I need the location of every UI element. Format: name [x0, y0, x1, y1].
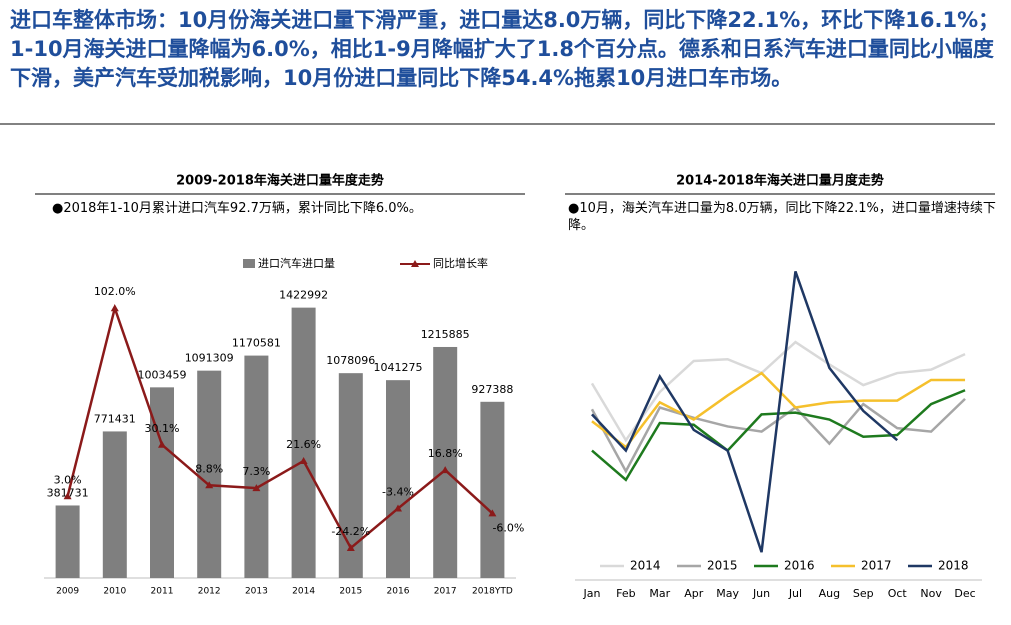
bar-value-label: 927388: [471, 383, 513, 396]
x-tick-label: May: [716, 587, 739, 600]
headline: 进口车整体市场：10月份海关进口量下滑严重，进口量达8.0万辆，同比下降22.1…: [10, 8, 1000, 90]
line-marker: [346, 543, 355, 551]
line-marker: [205, 481, 214, 489]
line-value-label: -6.0%: [492, 521, 524, 534]
bar: [197, 370, 222, 578]
x-tick-label: Jan: [582, 587, 600, 600]
line-series: [590, 340, 966, 443]
bar-value-label: 1215885: [421, 328, 470, 341]
x-tick-label: 2012: [198, 587, 221, 597]
line-value-label: 21.6%: [286, 438, 321, 451]
bar-value-label: 1003459: [138, 368, 187, 381]
line-value-label: 102.0%: [94, 285, 136, 298]
line-value-label: 8.8%: [195, 462, 223, 475]
x-tick-label: Aug: [819, 587, 840, 600]
line-marker: [110, 304, 119, 312]
chart-note: ●10月，海关汽车进口量为8.0万辆，同比下降22.1%，进口量增速持续下降。: [568, 201, 996, 233]
chart-title: 2014-2018年海关进口量月度走势: [676, 173, 884, 189]
bar-value-label: 771431: [94, 412, 136, 425]
bar: [433, 346, 458, 578]
line-value-label: 7.3%: [242, 465, 270, 478]
bar: [55, 505, 80, 578]
line-marker: [158, 440, 166, 448]
x-tick-label: Nov: [920, 587, 942, 600]
bar: [102, 431, 127, 578]
line-series: [591, 371, 966, 449]
legend-label: 进口汽车进口量: [258, 256, 335, 270]
bar: [291, 307, 316, 578]
line-marker: [299, 456, 308, 464]
x-tick-label: 2013: [245, 587, 268, 597]
bar-value-label: 1422992: [279, 289, 328, 302]
chart-title: 2009-2018年海关进口量年度走势: [176, 173, 384, 189]
bar: [338, 373, 363, 578]
line-marker: [394, 504, 402, 512]
legend-label: 2014: [630, 559, 661, 573]
bar: [244, 355, 269, 578]
line-value-label: 3.0%: [54, 473, 82, 486]
legend-label: 2016: [784, 559, 815, 573]
x-tick-label: 2014: [292, 587, 315, 597]
chart-note: ●2018年1-10月累计进口汽车92.7万辆，累计同比下降6.0%。: [52, 201, 422, 216]
x-tick-label: 2018YTD: [472, 587, 513, 597]
line-value-label: -24.2%: [331, 525, 370, 538]
legend-label: 2018: [938, 559, 969, 573]
line-value-label: 30.1%: [145, 422, 180, 435]
bar-value-label: 1170581: [232, 337, 281, 350]
legend-label: 2017: [861, 559, 892, 573]
x-tick-label: Jul: [788, 587, 802, 600]
x-tick-label: Oct: [888, 587, 908, 600]
line-value-label: -3.4%: [382, 485, 414, 498]
bar: [150, 387, 174, 578]
x-tick-label: 2010: [103, 587, 126, 597]
line-marker: [488, 509, 497, 517]
line-marker: [252, 484, 261, 492]
line-series: [591, 271, 899, 553]
x-tick-label: Dec: [954, 587, 975, 600]
bar-value-label: 1078096: [326, 354, 375, 367]
x-tick-label: Sep: [853, 587, 874, 600]
legend-label: 同比增长率: [433, 256, 488, 270]
line-value-label: 16.8%: [428, 447, 463, 460]
x-tick-label: 2009: [56, 587, 79, 597]
bar-value-label: 1091309: [185, 352, 234, 365]
line-marker: [441, 466, 450, 474]
bar: [386, 380, 410, 578]
x-tick-label: Mar: [649, 587, 670, 600]
legend-swatch: [243, 259, 255, 268]
legend-marker: [411, 260, 419, 267]
x-tick-label: Jun: [752, 587, 770, 600]
x-tick-label: 2017: [434, 587, 457, 597]
legend-label: 2015: [707, 559, 738, 573]
x-tick-label: 2015: [339, 587, 362, 597]
line-marker: [63, 492, 72, 500]
x-tick-label: 2016: [387, 587, 410, 597]
bar: [480, 401, 505, 578]
x-tick-label: 2011: [151, 587, 174, 597]
bar-value-label: 1041275: [374, 361, 423, 374]
x-tick-label: Feb: [616, 587, 635, 600]
line-series: [66, 303, 494, 550]
x-tick-label: Apr: [684, 587, 704, 600]
